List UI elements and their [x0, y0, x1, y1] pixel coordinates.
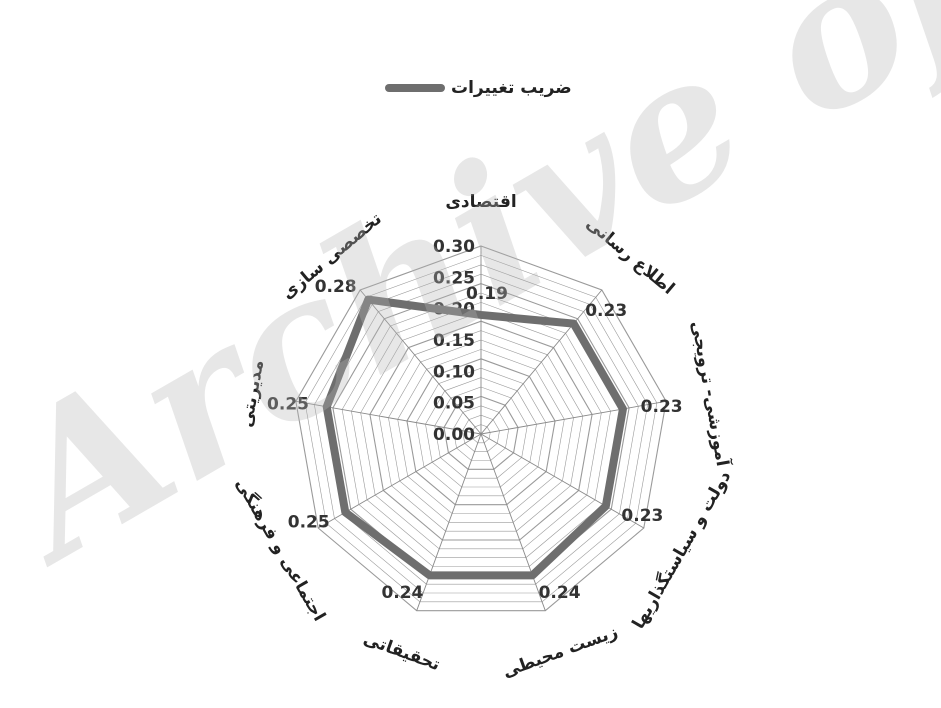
data-point [323, 403, 330, 410]
legend: ضریب تغییرات [385, 78, 572, 98]
category-label: زیست محیطی [500, 622, 620, 682]
data-point [478, 311, 484, 318]
legend-label: ضریب تغییرات [451, 78, 572, 98]
grid-ring [360, 311, 602, 550]
grid-ring [462, 414, 500, 452]
value-label: 0.23 [621, 506, 663, 526]
value-label: 0.25 [267, 395, 309, 415]
value-label: 0.24 [539, 583, 581, 603]
grid-ring [406, 358, 556, 506]
value-label: 0.19 [466, 284, 508, 304]
grid-ring [295, 245, 667, 612]
grid-spoke [480, 400, 667, 435]
category-label: اقتصادی [445, 192, 516, 212]
radial-tick-label: 0.00 [433, 425, 475, 445]
grid-spoke [480, 433, 645, 529]
grid-spoke [416, 433, 482, 611]
data-point [602, 503, 609, 510]
data-point [570, 320, 577, 327]
grid-spoke [480, 433, 546, 611]
category-label: اطلاع رسانی [582, 214, 678, 299]
radial-tick-label: 0.30 [433, 237, 475, 257]
grid-ring [304, 255, 658, 603]
radial-tick-label: 0.15 [433, 331, 475, 351]
radial-tick-label: 0.25 [433, 268, 475, 288]
grid-ring [471, 424, 491, 444]
grid-ring [388, 339, 574, 523]
grid-ring [434, 386, 528, 479]
data-point [365, 296, 372, 303]
grid-ring [397, 349, 565, 514]
value-label: 0.23 [585, 301, 627, 321]
data-point [529, 572, 536, 579]
category-label: دولت و سیاستگذاریها [628, 467, 736, 633]
value-label: 0.24 [381, 583, 423, 603]
grid-spoke [480, 289, 603, 435]
legend-swatch [385, 84, 445, 92]
series-line [322, 295, 627, 580]
value-label: 0.25 [288, 512, 330, 532]
grid-ring [425, 377, 537, 488]
grid-ring [378, 330, 584, 532]
radial-tick-label: 0.10 [433, 362, 475, 382]
data-point [342, 509, 349, 516]
value-label: 0.28 [315, 277, 357, 297]
grid-ring [443, 395, 519, 470]
grid-spoke [359, 289, 482, 435]
value-label: 0.23 [641, 397, 683, 417]
grid-ring [415, 367, 547, 497]
grid-ring [323, 273, 639, 585]
grid-ring [351, 302, 611, 558]
grid-ring [369, 320, 593, 541]
data-point [426, 572, 433, 579]
grid-ring [452, 405, 510, 461]
data-point [619, 405, 626, 412]
category-label: مدیریتی [237, 359, 268, 429]
radial-tick-label: 0.05 [433, 394, 475, 414]
category-label: اجتماعی و فرهنگی [231, 475, 330, 625]
category-label: تحقیقاتی [361, 629, 443, 675]
category-label: آموزشی- ترویجی [687, 319, 734, 469]
